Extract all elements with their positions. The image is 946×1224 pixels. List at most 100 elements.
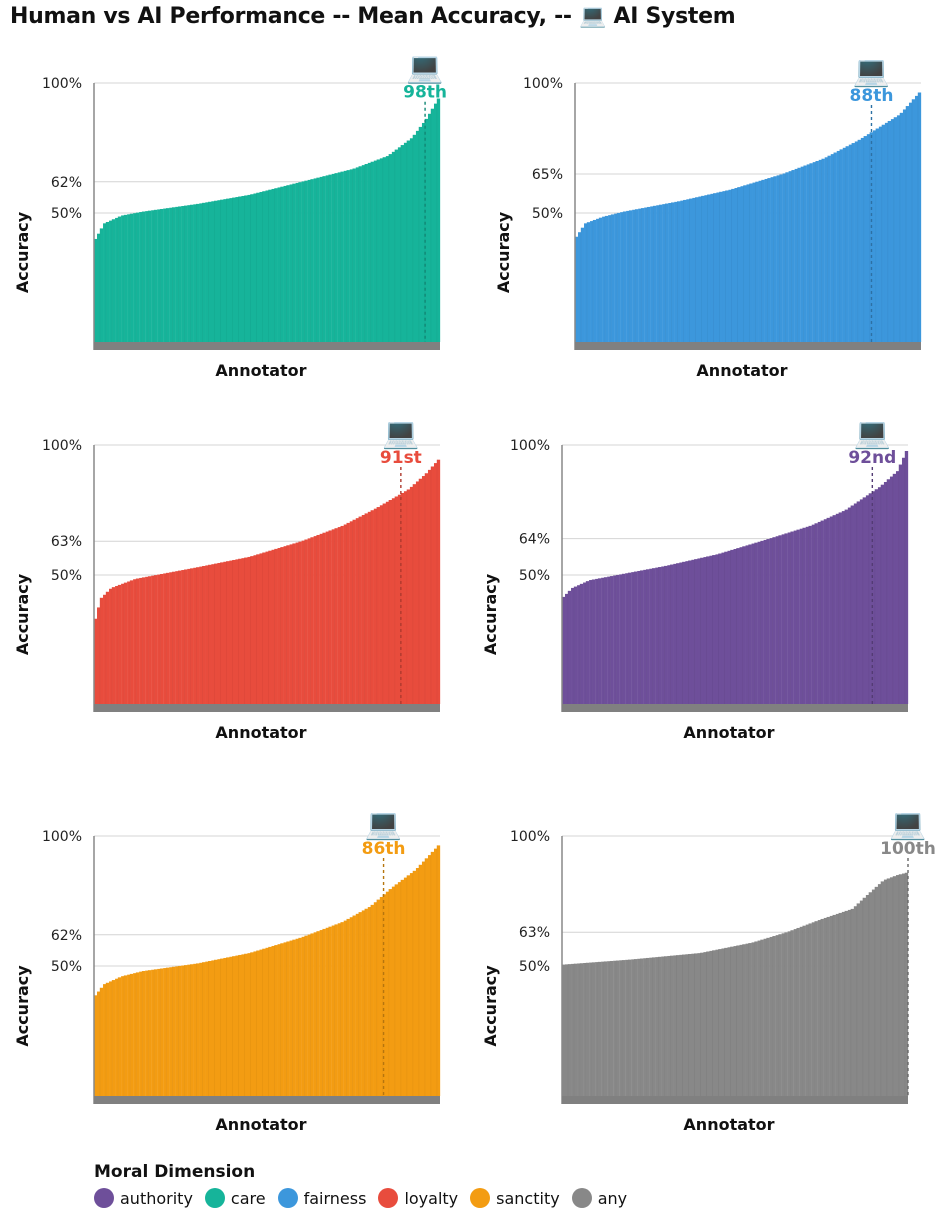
bar	[590, 221, 594, 342]
bar	[853, 906, 857, 1096]
bar	[701, 195, 705, 342]
bar	[397, 147, 402, 342]
bar	[631, 572, 635, 704]
bar	[641, 208, 645, 342]
bar	[262, 552, 266, 704]
bar	[148, 576, 152, 704]
bar	[745, 943, 749, 1096]
bar	[772, 936, 776, 1096]
bar	[376, 507, 380, 704]
bar	[118, 216, 122, 342]
bar	[247, 556, 251, 704]
legend-item-authority[interactable]: authority	[94, 1188, 193, 1208]
bar	[412, 484, 417, 704]
bar	[175, 571, 179, 704]
bar	[379, 896, 383, 1096]
bar	[863, 136, 867, 342]
bar	[424, 858, 429, 1096]
chart-sanctity: 100% 62% 50% 86th💻 Annotator Accuracy	[13, 807, 441, 1134]
bar	[878, 126, 883, 342]
bar	[707, 194, 711, 342]
bar	[187, 964, 191, 1096]
bar	[914, 95, 919, 342]
bar	[136, 578, 140, 704]
bar	[409, 486, 414, 704]
x-axis-bar	[94, 704, 440, 712]
bar	[640, 570, 644, 704]
bar	[154, 575, 158, 704]
legend-item-care[interactable]: care	[204, 1188, 266, 1208]
bar	[97, 233, 101, 342]
bar	[364, 908, 368, 1096]
tick-label: 64%	[519, 532, 550, 548]
bar	[355, 913, 359, 1096]
bar	[271, 945, 275, 1096]
bar	[664, 565, 668, 704]
bar	[178, 570, 182, 704]
bar	[115, 586, 119, 704]
bar	[115, 217, 119, 342]
bar	[382, 503, 386, 704]
legend-item-fairness[interactable]: fairness	[277, 1188, 366, 1208]
bar	[596, 218, 600, 342]
bar	[896, 115, 901, 342]
bar	[698, 196, 702, 342]
bar	[598, 961, 602, 1096]
bar	[710, 193, 714, 342]
laptop-icon: 💻	[382, 416, 419, 451]
bar	[799, 528, 803, 704]
bar	[880, 484, 885, 704]
bar	[268, 550, 272, 704]
bar	[898, 464, 903, 704]
legend-item-any[interactable]: any	[571, 1188, 627, 1208]
bar	[253, 193, 257, 342]
bar	[697, 953, 701, 1096]
ai-percentile-label: 92nd	[848, 448, 896, 468]
legend: Moral Dimension authority care fairness …	[94, 1162, 627, 1208]
bar	[316, 177, 320, 342]
bar	[145, 576, 149, 704]
bar	[163, 968, 167, 1096]
bar	[802, 527, 806, 704]
bar	[337, 172, 341, 342]
bar	[163, 573, 167, 704]
bar	[394, 884, 399, 1096]
bar	[562, 596, 566, 704]
bar	[310, 933, 314, 1096]
bar	[286, 941, 290, 1096]
bar	[811, 922, 815, 1096]
bar	[796, 927, 800, 1096]
bar	[232, 956, 236, 1096]
bar	[787, 931, 791, 1096]
bar	[613, 575, 617, 704]
bar	[727, 550, 731, 704]
tick-label: 63%	[519, 925, 550, 941]
bar	[397, 882, 402, 1096]
legend-item-sanctity[interactable]: sanctity	[470, 1188, 560, 1208]
bar	[731, 188, 735, 342]
tick-label: 62%	[51, 175, 82, 191]
bar	[908, 102, 913, 342]
bar	[577, 963, 581, 1096]
bar	[262, 191, 266, 342]
bar	[568, 964, 572, 1096]
bar	[830, 154, 834, 342]
bar	[130, 580, 134, 704]
bar	[151, 969, 155, 1096]
page-title: Human vs AI Performance -- Mean Accuracy…	[10, 4, 736, 29]
legend-item-loyalty[interactable]: loyalty	[378, 1188, 458, 1208]
bar	[704, 195, 708, 342]
x-axis-bar	[562, 1096, 908, 1104]
bar	[274, 945, 278, 1096]
bar	[316, 534, 320, 704]
tick-label: 50%	[51, 568, 82, 584]
bar	[247, 194, 251, 342]
bar	[689, 198, 693, 342]
bar	[851, 143, 855, 342]
bar	[893, 117, 898, 343]
bar	[622, 960, 626, 1096]
bar	[283, 942, 287, 1096]
bar	[739, 547, 743, 704]
bar	[860, 137, 864, 342]
